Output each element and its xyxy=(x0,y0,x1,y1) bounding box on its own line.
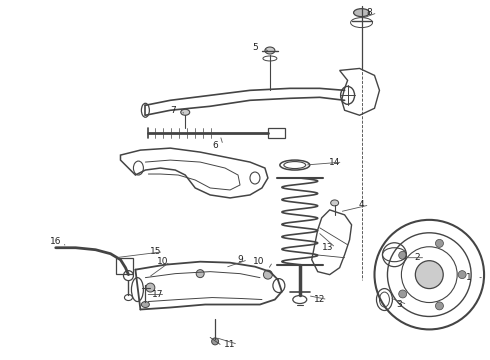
Text: 14: 14 xyxy=(329,158,341,167)
Text: 10: 10 xyxy=(253,257,265,266)
Circle shape xyxy=(436,302,443,310)
Text: 16: 16 xyxy=(50,237,61,246)
Ellipse shape xyxy=(196,270,204,278)
Ellipse shape xyxy=(331,200,339,206)
Circle shape xyxy=(416,261,443,289)
Ellipse shape xyxy=(265,47,275,54)
Circle shape xyxy=(399,290,407,298)
Text: 13: 13 xyxy=(322,243,333,252)
Text: 10: 10 xyxy=(157,257,168,266)
Text: 9: 9 xyxy=(237,255,243,264)
Text: 4: 4 xyxy=(359,201,365,210)
Text: 1: 1 xyxy=(466,273,472,282)
Text: 2: 2 xyxy=(415,253,420,262)
Text: 11: 11 xyxy=(224,340,236,349)
Ellipse shape xyxy=(212,338,219,345)
Ellipse shape xyxy=(354,9,369,17)
Text: 15: 15 xyxy=(149,247,161,256)
Circle shape xyxy=(458,271,466,279)
Ellipse shape xyxy=(181,109,190,115)
Text: 5: 5 xyxy=(252,43,258,52)
Text: 17: 17 xyxy=(151,290,163,299)
Text: 6: 6 xyxy=(212,141,218,150)
Text: 7: 7 xyxy=(171,106,176,115)
Ellipse shape xyxy=(146,283,155,292)
Text: 8: 8 xyxy=(367,8,372,17)
Ellipse shape xyxy=(264,270,272,279)
Text: 3: 3 xyxy=(396,300,402,309)
Text: 12: 12 xyxy=(314,295,325,304)
Ellipse shape xyxy=(142,302,149,307)
Circle shape xyxy=(399,251,407,259)
Circle shape xyxy=(436,239,443,247)
